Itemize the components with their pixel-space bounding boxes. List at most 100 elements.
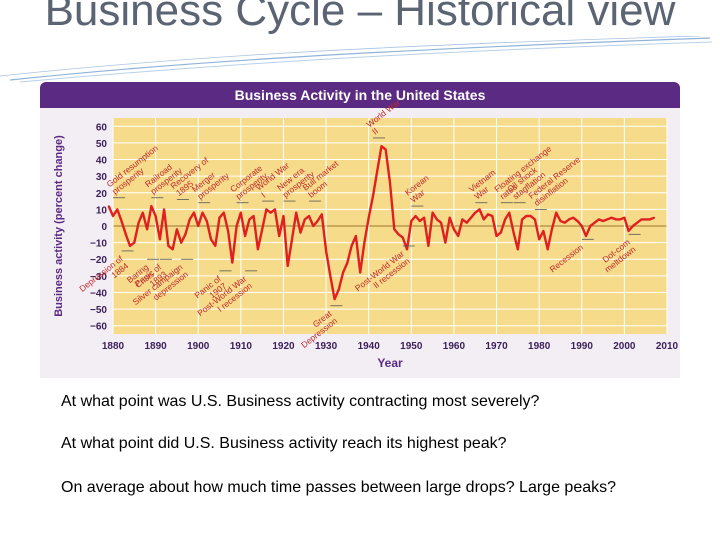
- data-point: [649, 218, 651, 221]
- data-point: [491, 215, 494, 217]
- data-point: [504, 218, 506, 221]
- question-most-severe-contraction: At what point was U.S. Business activity…: [61, 393, 540, 410]
- data-point: [124, 233, 127, 236]
- data-point: [159, 238, 161, 241]
- data-point: [376, 170, 379, 173]
- slide-title: Business Cycle – Historical view: [44, 0, 676, 35]
- data-point: [278, 235, 281, 237]
- x-tick-label: 1920: [272, 341, 295, 352]
- data-point: [367, 216, 370, 219]
- x-tick-label: 1960: [443, 341, 466, 352]
- data-point: [329, 274, 332, 277]
- data-point: [559, 220, 562, 222]
- data-point: [512, 231, 515, 234]
- y-tick-label: 30: [96, 172, 108, 183]
- data-point: [572, 216, 575, 219]
- data-point: [585, 235, 587, 237]
- data-point: [120, 220, 123, 222]
- data-point: [380, 145, 383, 148]
- data-point: [338, 288, 340, 290]
- data-point: [551, 228, 553, 231]
- data-point: [333, 298, 336, 300]
- data-point: [632, 225, 634, 227]
- x-tick-label: 2000: [613, 341, 636, 352]
- data-point: [116, 208, 119, 211]
- data-point: [239, 211, 242, 214]
- data-point: [542, 230, 545, 232]
- data-point: [316, 220, 319, 222]
- data-point: [303, 218, 306, 221]
- y-tick-label: −20: [90, 255, 107, 266]
- data-point: [235, 225, 238, 227]
- data-point: [474, 211, 477, 214]
- data-point: [282, 215, 285, 217]
- data-point: [401, 236, 404, 239]
- data-point: [448, 216, 451, 219]
- data-point: [397, 233, 400, 236]
- chart-title: Business Activity in the United States: [40, 82, 680, 108]
- y-tick-label: −60: [90, 322, 107, 333]
- data-point: [141, 211, 144, 214]
- data-point: [602, 220, 604, 222]
- y-tick-label: −10: [90, 239, 107, 250]
- data-point: [107, 205, 110, 207]
- data-point: [619, 218, 621, 221]
- x-tick-label: 1900: [187, 341, 210, 352]
- data-point: [393, 228, 396, 231]
- data-point: [129, 245, 131, 247]
- data-point: [534, 218, 536, 221]
- data-point: [308, 215, 310, 217]
- question-time-between-drops: On average about how much time passes be…: [61, 479, 617, 496]
- data-point: [193, 211, 195, 214]
- data-point: [636, 221, 639, 224]
- data-point: [555, 211, 558, 214]
- data-point: [150, 205, 153, 207]
- data-point: [546, 248, 549, 251]
- data-point: [252, 215, 255, 217]
- data-point: [372, 195, 374, 197]
- data-point: [325, 250, 327, 252]
- data-point: [320, 213, 323, 216]
- data-point: [214, 245, 217, 247]
- x-axis-label: Year: [377, 356, 403, 370]
- data-point: [516, 248, 519, 251]
- data-point: [257, 248, 259, 251]
- data-point: [346, 261, 349, 264]
- data-point: [606, 218, 609, 221]
- y-tick-label: −50: [90, 305, 107, 316]
- x-tick-label: 2010: [656, 341, 679, 352]
- data-point: [154, 215, 157, 217]
- data-point: [440, 221, 442, 224]
- data-point: [495, 235, 498, 237]
- data-point: [525, 215, 528, 217]
- data-point: [312, 225, 315, 227]
- data-point: [538, 238, 541, 241]
- data-point: [461, 218, 464, 221]
- data-point: [478, 208, 481, 211]
- data-point: [269, 211, 272, 214]
- data-point: [146, 228, 148, 231]
- data-point: [444, 241, 447, 244]
- data-point: [644, 218, 647, 221]
- data-point: [457, 235, 460, 237]
- data-point: [299, 231, 302, 234]
- data-point: [623, 216, 626, 219]
- data-point: [355, 235, 357, 237]
- y-tick-label: 40: [96, 156, 108, 167]
- data-point: [133, 241, 136, 244]
- data-point: [210, 238, 212, 241]
- y-tick-label: −30: [90, 272, 107, 283]
- data-point: [218, 216, 221, 219]
- data-point: [436, 218, 438, 221]
- data-point: [248, 218, 251, 221]
- data-point: [427, 245, 430, 247]
- data-point: [470, 216, 472, 219]
- data-point: [261, 228, 264, 231]
- data-point: [359, 271, 362, 274]
- data-point: [231, 261, 234, 264]
- data-point: [610, 216, 613, 219]
- data-point: [576, 220, 579, 222]
- data-point: [414, 215, 417, 217]
- data-point: [465, 221, 468, 224]
- data-point: [137, 221, 140, 224]
